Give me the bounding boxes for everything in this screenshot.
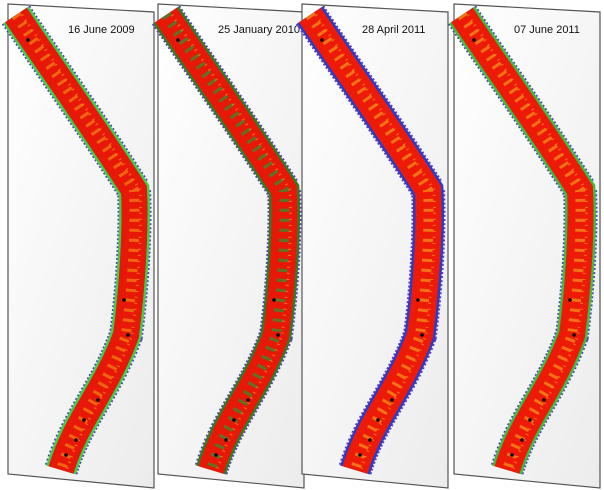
sample-point	[320, 38, 324, 42]
sample-point	[528, 418, 532, 422]
sample-point	[390, 398, 394, 402]
sample-point	[126, 333, 130, 337]
panels: 16 June 2009 25 January 2010 28 April 2011…	[8, 4, 600, 488]
sample-point	[358, 453, 362, 457]
panel: 07 June 2011	[454, 4, 600, 488]
sample-point	[520, 438, 524, 442]
sample-point	[82, 418, 86, 422]
panel-date: 25 January 2010	[218, 24, 300, 36]
sample-point	[26, 38, 30, 42]
panel: 28 April 2011	[302, 4, 448, 488]
sample-point	[214, 453, 218, 457]
panel: 16 June 2009	[8, 4, 154, 488]
panel-date: 07 June 2011	[514, 24, 580, 36]
sample-point	[572, 333, 576, 337]
sample-point	[224, 438, 228, 442]
figure: 16 June 2009 25 January 2010 28 April 2011…	[0, 0, 604, 490]
sample-point	[420, 333, 424, 337]
sample-point	[376, 418, 380, 422]
sample-point	[176, 38, 180, 42]
sample-point	[416, 298, 420, 302]
sample-point	[542, 398, 546, 402]
sample-point	[96, 398, 100, 402]
sample-point	[64, 453, 68, 457]
sample-point	[74, 438, 78, 442]
sample-point	[568, 298, 572, 302]
sample-point	[368, 438, 372, 442]
panel: 25 January 2010	[158, 4, 304, 488]
sample-point	[276, 333, 280, 337]
sample-point	[122, 298, 126, 302]
sample-point	[272, 298, 276, 302]
panel-date: 16 June 2009	[68, 24, 135, 36]
sample-point	[510, 453, 514, 457]
sample-point	[472, 38, 476, 42]
sample-point	[246, 398, 250, 402]
sample-point	[232, 418, 236, 422]
panel-date: 28 April 2011	[362, 24, 425, 36]
